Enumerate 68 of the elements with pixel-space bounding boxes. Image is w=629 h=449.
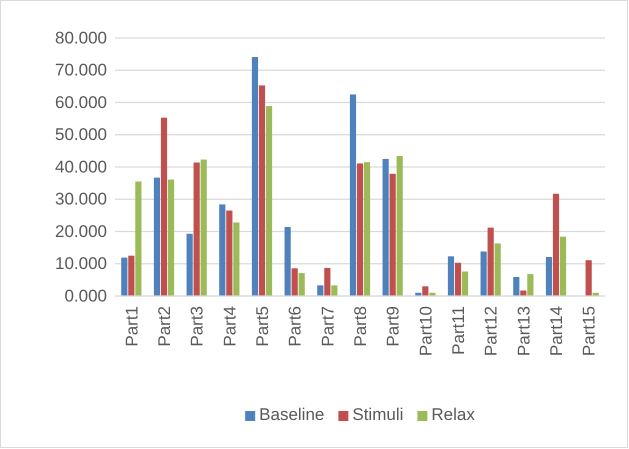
x-tick-label: Part5 xyxy=(252,306,272,347)
bar xyxy=(448,256,454,296)
bar xyxy=(317,285,324,296)
legend-label: Relax xyxy=(431,405,476,424)
y-tick-label: 10.000 xyxy=(55,254,107,274)
x-tick-label: Part4 xyxy=(220,306,240,347)
x-tick-label: Part7 xyxy=(318,306,338,347)
bar xyxy=(454,262,462,296)
y-tick-label: 50.000 xyxy=(55,125,107,144)
bar xyxy=(350,94,356,296)
bar xyxy=(462,271,468,296)
bar xyxy=(233,222,240,296)
bar xyxy=(422,286,428,296)
bar xyxy=(266,106,272,296)
bar xyxy=(331,285,338,296)
bar xyxy=(154,178,160,296)
bar xyxy=(200,160,207,296)
bar xyxy=(324,268,330,296)
bar xyxy=(194,162,200,296)
bar xyxy=(546,256,552,296)
x-tick-label: Part9 xyxy=(384,306,403,347)
x-tick-label: Part8 xyxy=(350,306,370,347)
x-tick-label: Part3 xyxy=(188,306,207,347)
bar xyxy=(186,234,193,296)
bar xyxy=(364,162,370,296)
bar xyxy=(382,158,389,296)
x-tick-label: Part1 xyxy=(122,306,142,347)
y-tick-label: 60.000 xyxy=(55,92,107,112)
bar xyxy=(258,85,266,296)
bar xyxy=(160,118,168,296)
bar xyxy=(292,268,298,296)
bar xyxy=(552,194,560,296)
y-tick-label: 30.000 xyxy=(55,190,107,209)
legend-label: Stimuli xyxy=(352,405,404,424)
bar xyxy=(356,163,364,296)
bar xyxy=(480,251,487,296)
x-tick-label: Part14 xyxy=(546,306,566,356)
bar xyxy=(396,156,403,296)
legend-label: Baseline xyxy=(259,405,324,424)
bar xyxy=(513,276,520,296)
y-tick-label: 70.000 xyxy=(55,60,107,80)
x-tick-label: Part6 xyxy=(286,306,305,347)
bar xyxy=(520,290,526,296)
y-tick-label: 80.000 xyxy=(55,28,107,48)
bar xyxy=(298,273,305,296)
bar xyxy=(494,243,501,296)
x-tick-label: Part15 xyxy=(580,306,599,356)
bar xyxy=(488,228,494,296)
bar xyxy=(219,204,226,296)
bar xyxy=(128,256,134,296)
bar xyxy=(226,210,232,296)
bar xyxy=(252,57,258,296)
bar xyxy=(390,174,396,296)
x-tick-label: Part11 xyxy=(448,306,468,355)
x-tick-label: Part2 xyxy=(154,306,174,347)
x-tick-label: Part13 xyxy=(514,306,534,356)
bar xyxy=(560,236,566,296)
bar xyxy=(586,260,592,296)
bar xyxy=(168,180,174,296)
bar xyxy=(284,226,291,296)
bar xyxy=(121,258,128,296)
bar xyxy=(135,182,142,296)
bar xyxy=(527,274,534,296)
y-tick-label: 0.000 xyxy=(64,286,107,306)
x-tick-label: Part12 xyxy=(482,306,501,356)
x-tick-label: Part10 xyxy=(416,306,436,356)
y-tick-label: 40.000 xyxy=(55,157,107,176)
y-tick-label: 20.000 xyxy=(55,222,107,241)
